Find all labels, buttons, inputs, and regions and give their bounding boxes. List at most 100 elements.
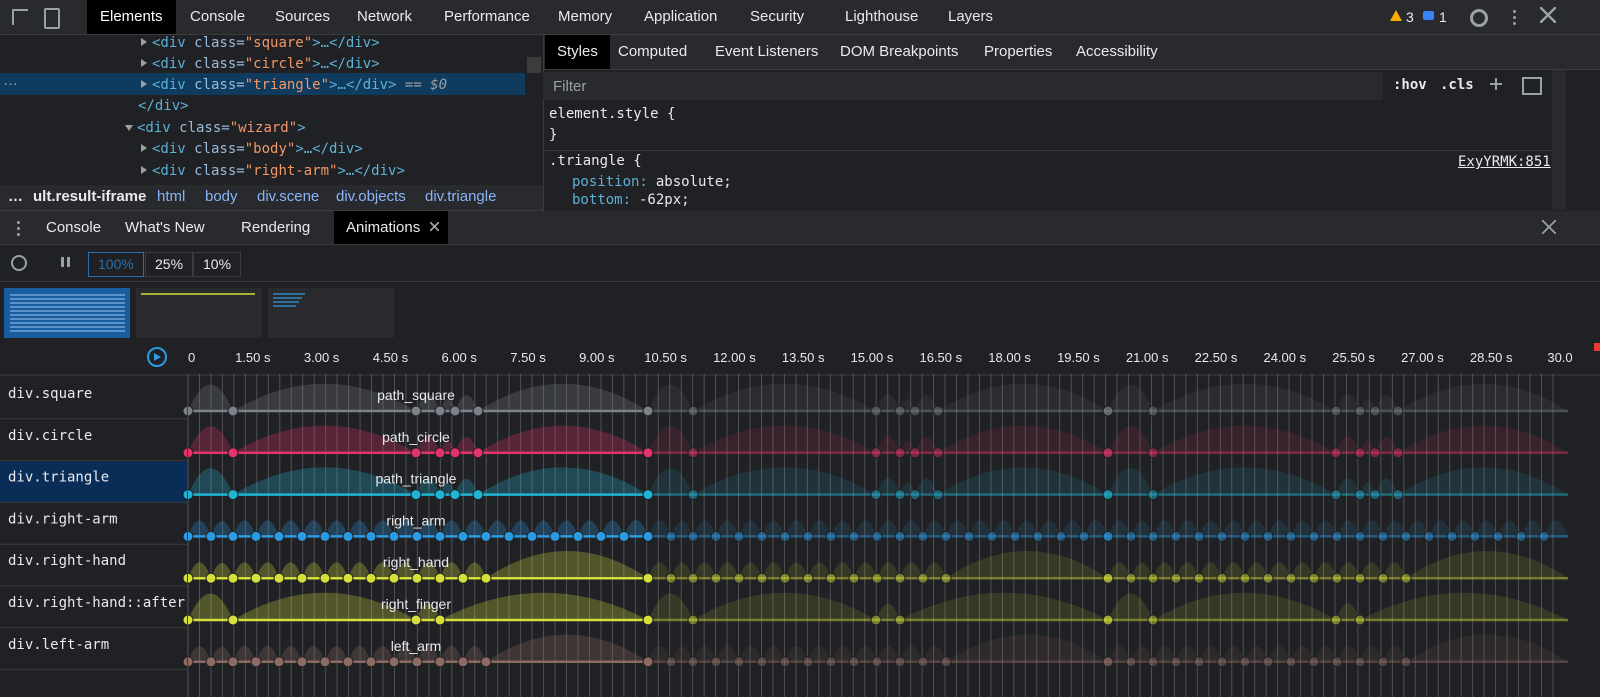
expand-arrow[interactable] [141,166,147,174]
warning-count[interactable]: 3 [1406,9,1414,25]
drawer-tab[interactable]: What's New [125,219,205,236]
keyframe-dot [733,530,745,542]
keyframe-dot [1377,572,1389,584]
speed-button[interactable]: 100% [88,252,144,277]
dom-line[interactable]: <div class="triangle">…</div> == $0 [152,75,447,95]
keyframe-dot [894,572,906,584]
panel-tab[interactable]: Application [644,8,718,25]
styles-tab[interactable]: Properties [984,43,1053,60]
keyframe-dot [503,530,515,542]
tab-close[interactable] [430,222,439,231]
styles-tab[interactable]: DOM Breakpoints [840,43,959,60]
expand-arrow[interactable] [141,59,147,67]
styles-tab[interactable]: Accessibility [1076,43,1158,60]
breadcrumb[interactable]: div.scene [257,188,320,205]
dom-token: "triangle" [244,77,330,93]
menu-dot [1513,22,1516,25]
dom-token: class= [185,77,245,93]
keyframe-dot [1369,489,1381,501]
panel-tab[interactable]: Performance [444,8,530,25]
keyframe-dot [480,572,492,584]
node-label: div.right-hand [8,553,126,569]
panel-tab[interactable]: Layers [948,8,994,25]
css-value[interactable]: -62px; [639,192,690,208]
rule-source[interactable]: ExyYRMK:851 [1458,154,1551,170]
new-rule-icon[interactable] [1490,78,1502,90]
hov-button[interactable]: :hov [1393,77,1427,93]
dom-line[interactable]: <div class="square">…</div> [152,33,380,53]
filter-placeholder[interactable]: Filter [553,78,587,95]
keyframe-dot [894,405,906,417]
dom-line[interactable]: <div class="body">…</div> [152,139,363,159]
keyframe-dot [1193,530,1205,542]
keyframe-dot [1354,656,1366,668]
styles-tab[interactable]: Event Listeners [715,43,819,60]
close-icon[interactable] [1540,7,1556,23]
styles-scrollbar [1552,70,1566,210]
keyframe-dot [871,572,883,584]
sidebar-icon[interactable] [1522,77,1542,95]
breadcrumb[interactable]: … [8,188,23,205]
breadcrumb[interactable]: div.objects [336,188,406,205]
cls-button[interactable]: .cls [1440,77,1474,93]
keyframe-dot [917,530,929,542]
styles-tab[interactable]: Styles [545,35,610,69]
message-count[interactable]: 1 [1439,9,1447,25]
drawer-tab[interactable]: Animations [334,211,449,244]
replay-button[interactable] [147,347,167,367]
panel-tab[interactable]: Elements [87,0,176,34]
styles-tab[interactable]: Computed [618,43,688,60]
settings-icon[interactable] [1470,9,1488,27]
dom-token: class= [185,56,245,72]
keyframe-dot [1102,614,1114,626]
keyframe-dot [205,572,217,584]
collapse-arrow[interactable] [125,125,133,131]
keyframe-dot [410,405,422,417]
expand-arrow[interactable] [141,38,147,46]
time-label: 27.00 s [1401,350,1444,365]
panel-tab[interactable]: Security [750,8,805,25]
panel-tab[interactable]: Console [190,8,246,25]
panel-tab[interactable]: Memory [558,8,613,25]
keyframe-dot [1308,656,1320,668]
dom-token: <div [152,77,186,93]
drawer-tab[interactable]: Rendering [241,219,311,236]
keyframe-curve [648,520,1108,537]
time-label: 9.00 s [579,350,615,365]
drawer-tab[interactable]: Console [46,219,102,236]
dom-line[interactable]: <div class="right-arm">…</div> [152,161,405,181]
keyframe-dot [227,572,239,584]
css-value[interactable]: absolute; [655,174,732,190]
panel-tab[interactable]: Lighthouse [845,8,919,25]
drawer-close[interactable] [1542,220,1556,234]
panel-tab[interactable]: Sources [275,8,331,25]
css-property[interactable]: position: [572,174,648,190]
dom-line[interactable]: <div class="wizard"> [137,118,306,138]
keyframe-dot [963,530,975,542]
expand-arrow[interactable] [141,144,147,152]
keyframe-curve [1108,520,1568,537]
keyframe-dot [642,447,654,459]
keyframe-dot [1216,656,1228,668]
dom-line[interactable]: <div class="circle">…</div> [152,54,380,74]
pause-button[interactable] [61,257,70,267]
keyframe-dot [687,656,699,668]
keyframe-dot [1331,572,1343,584]
panel-tab[interactable]: Network [357,8,413,25]
keyframe-dot [1308,530,1320,542]
breadcrumb[interactable]: html [157,188,186,205]
breadcrumb[interactable]: ult.result-iframe [33,188,147,205]
keyframe-dot [642,489,654,501]
keyframe-dot [848,530,860,542]
css-property[interactable]: bottom: [572,192,632,208]
time-label: 28.50 s [1470,350,1513,365]
dom-line[interactable]: </div> [138,96,189,116]
expand-arrow[interactable] [141,80,147,88]
keyframe-dot [825,656,837,668]
breadcrumb[interactable]: div.triangle [425,188,497,205]
keyframe-dot [1354,614,1366,626]
speed-button[interactable]: 25% [145,252,194,277]
clear-button[interactable] [11,255,27,271]
breadcrumb[interactable]: body [205,188,238,205]
speed-button[interactable]: 10% [193,252,242,277]
